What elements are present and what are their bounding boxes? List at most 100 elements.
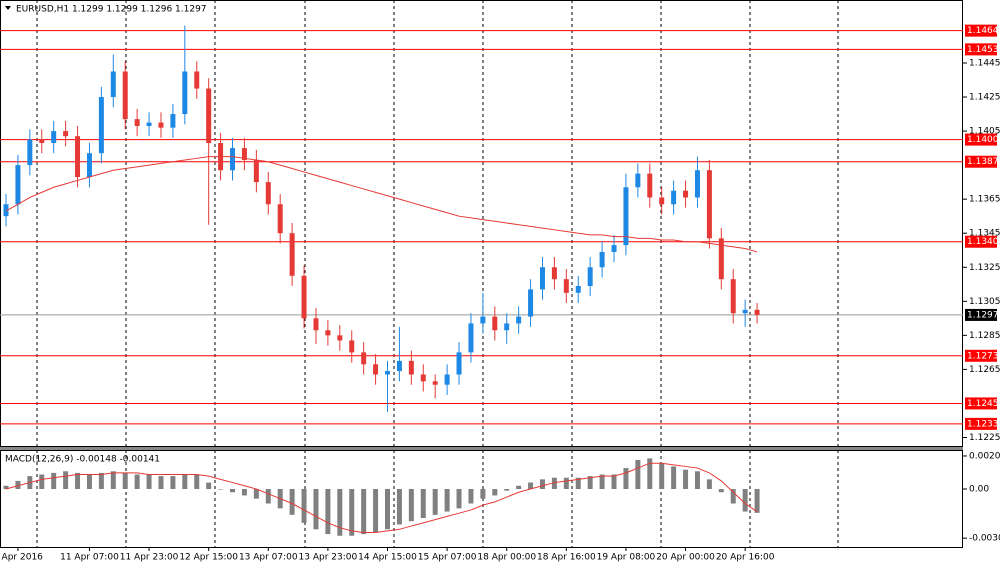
macd-bar <box>587 476 593 490</box>
candle-body <box>706 170 712 239</box>
candle-body <box>563 279 569 293</box>
macd-bar <box>432 489 438 515</box>
candle-body <box>3 204 9 217</box>
candle-body <box>504 323 510 331</box>
x-tick-label: 15 Apr 07:00 <box>418 553 477 563</box>
macd-bar <box>230 489 236 493</box>
candle-body <box>754 309 760 315</box>
macd-bar <box>599 474 605 490</box>
macd-bar <box>694 471 700 490</box>
macd-y-tick-label: 0.00 <box>969 485 989 495</box>
macd-bar <box>15 480 21 490</box>
macd-bar <box>265 489 271 504</box>
candle-body <box>444 374 450 385</box>
candle-body <box>75 136 81 178</box>
macd-bar <box>325 489 331 535</box>
macd-bar <box>39 474 45 490</box>
candle-body <box>456 352 462 375</box>
level-label-box <box>965 349 997 362</box>
candle-body <box>385 371 390 375</box>
candle-body <box>361 352 367 365</box>
candle-body <box>623 187 629 246</box>
macd-bar <box>289 489 295 515</box>
level-label: 1.1233 <box>967 419 999 429</box>
y-tick-label: 1.1405 <box>969 127 1000 137</box>
macd-bar <box>122 472 128 490</box>
macd-bar <box>241 489 247 496</box>
current-price-label: 1.1297 <box>967 310 999 320</box>
candle-body <box>337 335 343 341</box>
macd-bar <box>158 476 164 490</box>
macd-bar <box>63 471 69 490</box>
candle-body <box>98 97 104 154</box>
macd-bar <box>611 474 617 490</box>
macd-bar <box>528 482 534 490</box>
macd-bar <box>51 472 57 490</box>
candle-body <box>373 364 379 375</box>
x-tick-label: 12 Apr 15:00 <box>179 553 238 563</box>
candle-body <box>170 114 176 128</box>
candle-body <box>468 323 474 353</box>
y-tick-label: 1.1345 <box>969 229 1000 239</box>
y-tick-label: 1.1325 <box>969 263 1000 273</box>
level-label: 1.1400 <box>967 135 999 145</box>
candle-body <box>15 165 21 205</box>
macd-bar <box>146 474 152 490</box>
candle-body <box>289 233 295 276</box>
y-tick-label: 1.1265 <box>969 365 1000 375</box>
macd-bar <box>396 489 402 525</box>
candle-body <box>408 360 414 375</box>
level-label-box <box>965 155 997 168</box>
level-label-box <box>965 43 997 56</box>
candle-body <box>313 318 319 331</box>
panel-separator <box>0 447 963 450</box>
macd-bar <box>182 474 188 490</box>
macd-bar <box>647 458 653 490</box>
candle-body <box>516 316 522 324</box>
candle-body <box>480 316 486 324</box>
macd-bar <box>301 489 307 523</box>
macd-bar <box>659 463 665 490</box>
x-tick-label: 11 Apr 23:00 <box>120 553 179 563</box>
candle-body <box>718 238 724 280</box>
main-panel-frame <box>0 0 963 447</box>
y-tick-label: 1.1365 <box>969 195 1000 205</box>
candle-body <box>122 71 128 120</box>
candle-body <box>539 267 545 290</box>
candle-body <box>206 88 212 143</box>
candle-body <box>599 251 605 268</box>
macd-bar <box>206 482 212 490</box>
level-label-box <box>965 133 997 146</box>
y-tick-label: 1.1225 <box>969 433 1000 443</box>
macd-bar <box>563 477 569 490</box>
macd-bar <box>75 472 81 490</box>
macd-bar <box>635 459 641 490</box>
macd-bar <box>385 489 390 530</box>
candle-body <box>277 204 283 234</box>
level-label: 1.1245 <box>967 399 999 409</box>
x-tick-label: 8 Apr 2016 <box>0 553 43 563</box>
macd-bar <box>313 489 319 530</box>
macd-bar <box>754 489 760 513</box>
candle-body <box>742 309 748 314</box>
current-price-box <box>965 308 997 321</box>
menu-arrow[interactable] <box>5 6 11 10</box>
macd-bar <box>730 489 736 504</box>
candle-body <box>492 316 498 331</box>
macd-bar <box>349 489 355 536</box>
y-tick-label: 1.1425 <box>969 93 1000 103</box>
y-tick-label: 1.1285 <box>969 331 1000 341</box>
macd-bar <box>718 489 724 493</box>
macd-bar <box>194 474 200 490</box>
candle-body <box>659 197 665 205</box>
candle-body <box>575 285 581 293</box>
macd-bar <box>671 466 677 490</box>
macd-bar <box>683 469 689 490</box>
level-label-box <box>965 24 997 37</box>
x-tick-label: 18 Apr 16:00 <box>537 553 596 563</box>
macd-signal <box>5 462 758 534</box>
macd-bar <box>3 485 9 490</box>
candle-body <box>63 131 69 137</box>
macd-panel-frame <box>0 450 963 548</box>
